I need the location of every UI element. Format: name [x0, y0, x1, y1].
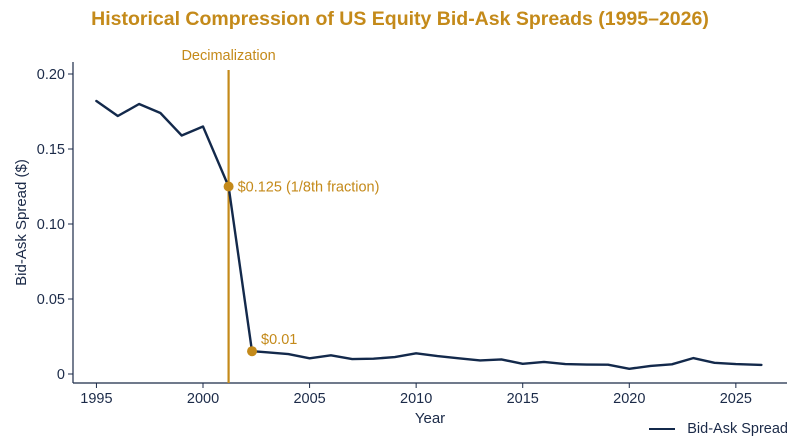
y-tick-label: 0.15 [37, 142, 65, 158]
x-tick-label: 2000 [187, 391, 219, 407]
annotation-point [223, 181, 234, 192]
annotation-label: $0.125 (1/8th fraction) [238, 180, 380, 196]
decimalization-label: Decimalization [181, 48, 275, 64]
x-tick-label: 2015 [507, 391, 539, 407]
axes [72, 62, 787, 384]
y-tick-label: 0.05 [37, 292, 65, 308]
series-line [95, 99, 763, 370]
y-tick-label: 0.20 [37, 67, 65, 83]
y-tick-label: 0 [57, 367, 65, 383]
ticks: 1995 2000 2005 2010 2015 2020 2025 0 0.05 0.10 0.1… [37, 67, 752, 407]
legend: Bid-Ask Spread [649, 421, 788, 437]
y-tick-label: 0.10 [37, 217, 65, 233]
legend-swatch [649, 428, 676, 430]
chart-marks: Decimalization $0.125 (1/8th fraction) $0.… [95, 48, 763, 383]
x-tick-label: 2005 [293, 391, 325, 407]
x-tick-label: 1995 [80, 391, 112, 407]
chart-title: Historical Compression of US Equity Bid-… [91, 8, 709, 30]
annotation-label: $0.01 [261, 332, 297, 348]
x-tick-label: 2025 [720, 391, 752, 407]
annotation-point [247, 346, 258, 357]
x-tick-label: 2020 [613, 391, 645, 407]
x-tick-label: 2010 [400, 391, 432, 407]
x-axis-title: Year [415, 410, 445, 427]
y-axis-title: Bid-Ask Spread ($) [13, 159, 30, 286]
legend-label: Bid-Ask Spread [687, 421, 788, 437]
